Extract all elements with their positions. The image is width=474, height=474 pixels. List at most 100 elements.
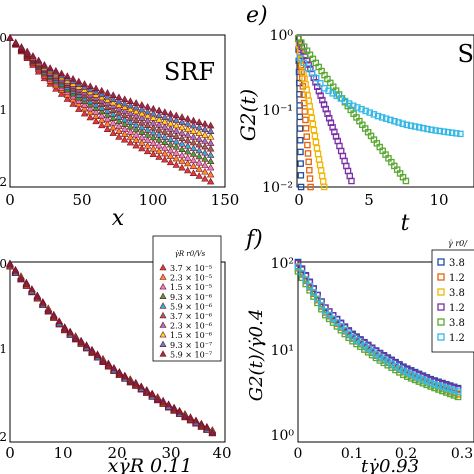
- bl-legend-label-9: 5.9 × 10⁻⁷: [170, 350, 212, 359]
- tl-point-s0-35: [206, 177, 215, 185]
- tl-point-s3-35: [206, 157, 215, 165]
- tr-point-s5-21: [382, 115, 390, 122]
- tl-point-s8-35: [206, 127, 215, 134]
- tl-point-s9-6: [40, 61, 49, 68]
- tl-point-s6-21: [126, 109, 135, 117]
- tl-point-s4-23: [138, 123, 146, 131]
- br-legend-marker-5: [437, 333, 445, 341]
- tr-point-s5-29: [415, 124, 423, 131]
- br-point-s5-29: [407, 371, 415, 378]
- panel-top-left: SRF 0 1 2 0 50 100 150 x: [0, 31, 239, 231]
- tl-point-s4-25: [149, 128, 158, 136]
- tl-point-s4-21: [126, 118, 135, 126]
- bl-point-s9-10: [60, 325, 69, 333]
- tl-point-s0-27: [161, 155, 169, 163]
- tr-ytick-0: 10⁰: [270, 28, 294, 44]
- bl-legend-marker-9: [159, 350, 167, 357]
- br-axes-frame: [297, 261, 474, 443]
- tl-point-s4-28: [166, 135, 175, 143]
- bl-point-s9-7: [44, 307, 52, 315]
- tl-point-s1-29: [172, 154, 180, 162]
- tl-point-s2-29: [172, 149, 180, 156]
- br-point-s4-0: [294, 267, 302, 275]
- tl-point-s1-23: [138, 138, 146, 146]
- tl-point-s8-16: [98, 90, 106, 98]
- tr-ylabel: G2(t): [236, 89, 260, 141]
- br-ytick-2: 10⁰: [271, 428, 295, 444]
- tl-point-s1-15: [92, 112, 100, 119]
- tl-point-s4-20: [120, 115, 129, 123]
- tl-point-s1-28: [166, 152, 175, 159]
- bl-legend-marker-7: [159, 331, 167, 338]
- tl-point-s5-34: [201, 142, 209, 150]
- br-point-s5-28: [403, 369, 411, 377]
- tl-point-s1-13: [80, 104, 89, 112]
- tl-point-s6-30: [178, 128, 186, 136]
- tr-point-s1-12: [302, 125, 310, 132]
- tl-point-s8-24: [143, 107, 152, 115]
- panel-bottom-right: f) G2(t)/γ̇0.4 10² 10¹ 10⁰ 0 0.1 0.2 0.3…: [244, 227, 474, 474]
- tr-point-s5-2: [304, 64, 312, 72]
- br-xlabel: tγ̇0.93: [361, 456, 419, 474]
- br-point-s5-11: [337, 322, 345, 330]
- tl-point-s9-11: [69, 74, 77, 82]
- tl-point-s3-24: [143, 130, 152, 138]
- tl-point-s3-32: [189, 150, 198, 157]
- br-point-s5-41: [454, 388, 462, 395]
- tl-point-s0-24: [143, 147, 152, 155]
- tr-inset-label: S: [458, 40, 474, 68]
- bl-point-s9-23: [132, 380, 140, 388]
- br-point-s5-5: [314, 295, 321, 303]
- tr-point-s5-30: [420, 124, 427, 132]
- tl-point-s8-29: [172, 116, 180, 124]
- tr-point-s1-11: [302, 116, 309, 124]
- tr-point-s5-24: [395, 119, 402, 126]
- bl-ytick-2: 2: [0, 430, 7, 444]
- tl-point-s9-20: [120, 95, 129, 103]
- tl-point-s6-35: [206, 139, 215, 146]
- tl-point-s0-30: [178, 163, 186, 171]
- bl-legend-label-0: 3.7 × 10⁻⁵: [170, 264, 212, 273]
- tl-point-s4-15: [92, 100, 100, 108]
- tr-point-s2-14: [309, 120, 317, 128]
- tl-point-s2-32: [189, 156, 198, 164]
- tl-point-s6-34: [201, 137, 209, 144]
- tr-point-s1-10: [301, 108, 309, 115]
- tl-point-s2-16: [98, 111, 106, 119]
- tr-point-s2-12: [307, 108, 315, 116]
- tl-point-s3-31: [184, 147, 192, 155]
- br-legend-label-5: 1.2: [449, 333, 465, 344]
- br-point-s5-35: [431, 380, 438, 388]
- tr-point-s5-23: [391, 117, 398, 125]
- tl-point-s8-28: [166, 114, 175, 122]
- tr-xtick-0: 0: [294, 191, 304, 209]
- bl-ytick-0: 0: [0, 257, 7, 271]
- tl-point-s5-33: [195, 140, 203, 148]
- tr-point-s4-37: [402, 177, 410, 185]
- br-point-s4-39: [446, 390, 454, 398]
- tl-point-s9-23: [138, 101, 146, 108]
- tr-point-s2-15: [310, 126, 318, 134]
- tl-point-s7-29: [172, 121, 180, 129]
- tr-point-s0-12: [297, 172, 305, 179]
- bl-legend-label-8: 9.3 × 10⁻⁷: [170, 341, 212, 350]
- tl-point-s5-26: [155, 125, 163, 133]
- tl-point-s9-24: [143, 102, 152, 110]
- bl-point-s9-33: [186, 415, 195, 422]
- tl-point-s0-26: [155, 153, 163, 160]
- tl-point-s8-34: [201, 125, 209, 133]
- tl-point-s1-24: [143, 141, 152, 149]
- tr-point-s5-1: [300, 59, 308, 67]
- tl-point-s2-25: [149, 139, 158, 146]
- tr-point-s5-15: [358, 105, 365, 113]
- tl-point-s2-13: [80, 101, 89, 108]
- bl-point-s9-15: [88, 348, 96, 356]
- bl-point-s9-28: [159, 398, 167, 406]
- tl-point-s7-35: [206, 132, 215, 140]
- bl-point-s9-27: [153, 396, 162, 404]
- tr-point-s5-34: [436, 127, 444, 135]
- tl-point-s9-22: [132, 99, 140, 106]
- tl-point-s0-34: [201, 174, 209, 182]
- tl-point-s8-21: [126, 101, 135, 109]
- br-point-s5-8: [325, 311, 333, 319]
